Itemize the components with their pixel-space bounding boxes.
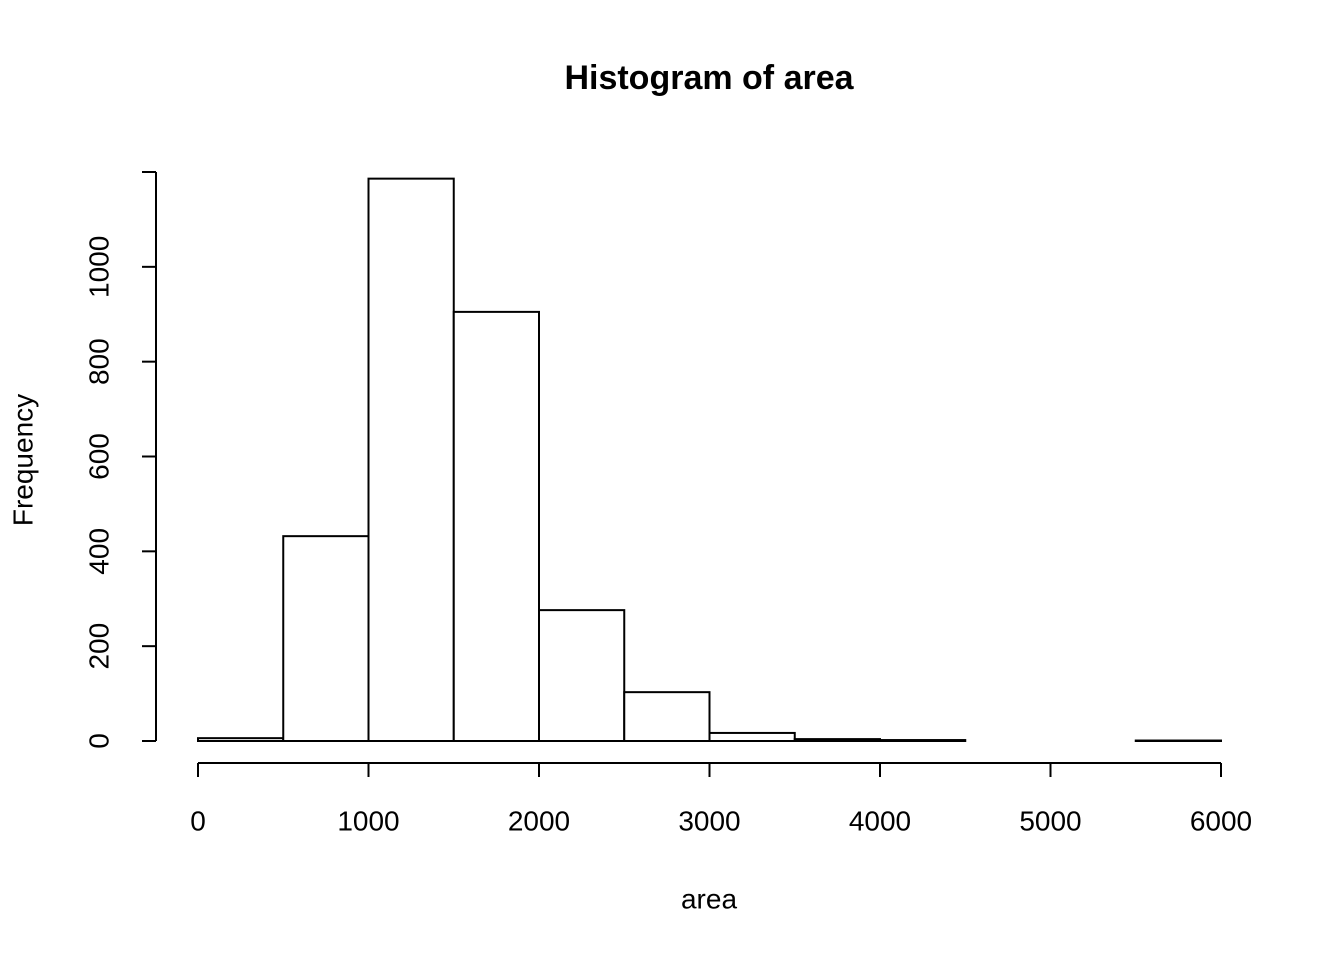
bar (538, 609, 626, 742)
bar (452, 310, 540, 742)
y-tick-label: 200 (83, 623, 114, 670)
x-tick-label: 3000 (678, 805, 740, 836)
y-tick-label: 400 (83, 528, 114, 575)
x-tick-label: 0 (190, 805, 206, 836)
x-axis-label: area (681, 883, 737, 914)
y-tick-label: 800 (83, 338, 114, 385)
y-tick-label: 0 (83, 733, 114, 749)
x-tick-label: 5000 (1019, 805, 1081, 836)
x-tick-label: 6000 (1190, 805, 1252, 836)
bar (282, 535, 370, 742)
bar (367, 177, 455, 743)
chart-title: Histogram of area (564, 59, 854, 97)
x-tick-label: 1000 (337, 805, 399, 836)
bar (708, 731, 796, 742)
bar (197, 737, 285, 743)
y-tick-label: 1000 (83, 236, 114, 298)
y-tick-label: 600 (83, 433, 114, 480)
x-tick-label: 4000 (849, 805, 911, 836)
bar (623, 691, 711, 742)
bar (879, 739, 967, 743)
x-tick-label: 2000 (508, 805, 570, 836)
bar (793, 738, 881, 742)
y-axis-label: Frequency (7, 394, 38, 526)
